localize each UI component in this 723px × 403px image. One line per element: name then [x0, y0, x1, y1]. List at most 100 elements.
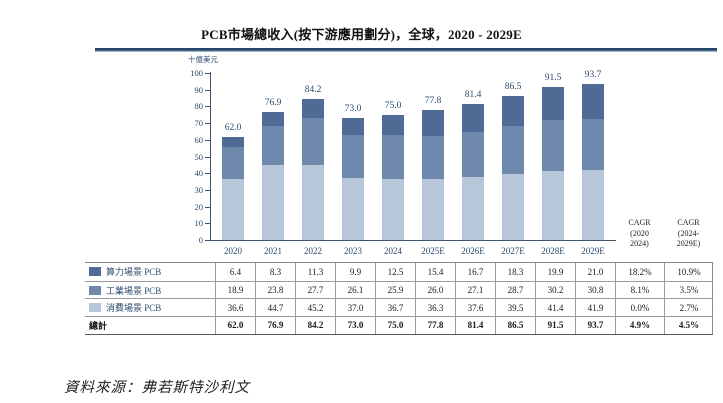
bar-segment-算力場景 PCB: [422, 110, 444, 136]
table-cell: 91.5: [535, 316, 575, 334]
y-tick-mark: [205, 139, 210, 141]
table-cell: 4.5%: [664, 316, 713, 334]
table-cell: 2.7%: [664, 298, 713, 317]
table-cell: 8.1%: [615, 280, 664, 299]
table-cell: 15.4: [415, 263, 455, 281]
legend-label: 總計: [89, 320, 108, 331]
x-axis-label: 2021: [264, 246, 282, 256]
bar-total-label: 76.9: [264, 97, 282, 108]
bar-segment-工業場景 PCB: [382, 135, 404, 179]
table-row-label: 消費場景 PCB: [85, 298, 215, 316]
legend-label: 算力場景 PCB: [106, 267, 162, 278]
bar-segment-算力場景 PCB: [462, 104, 484, 132]
bar-total-label: 75.0: [384, 100, 402, 111]
bar-segment-算力場景 PCB: [342, 118, 364, 135]
y-tick-label: 100: [190, 68, 203, 78]
y-tick-mark: [205, 123, 210, 125]
bar-segment-消費場景 PCB: [542, 170, 564, 240]
bar-segment-工業場景 PCB: [342, 134, 364, 179]
table-cell: 81.4: [455, 316, 495, 334]
title-divider: [95, 48, 717, 52]
y-tick-mark: [205, 206, 210, 208]
y-tick-label: 10: [194, 218, 204, 229]
bar-total-label: 93.7: [584, 69, 602, 80]
x-axis-label: 2025E: [421, 246, 445, 256]
y-tick-label: 90: [194, 84, 204, 95]
y-tick-mark: [205, 223, 210, 225]
table-cell: 11.3: [295, 263, 335, 281]
bar-segment-工業場景 PCB: [222, 147, 244, 179]
y-tick-label: 80: [194, 101, 204, 112]
table-cell: 37.0: [335, 298, 375, 317]
table-cell: 18.9: [215, 280, 255, 299]
table-cell: 10.9%: [664, 263, 713, 281]
bar-segment-算力場景 PCB: [542, 87, 564, 121]
x-axis-label: 2028E: [541, 246, 565, 256]
table-cell: 21.0: [575, 263, 615, 281]
source-note: 資料來源：弗若斯特沙利文: [64, 380, 250, 396]
bar-segment-算力場景 PCB: [302, 99, 324, 119]
y-tick-mark: [205, 89, 210, 91]
table-cell: 36.7: [375, 298, 415, 317]
table-cell: 76.9: [255, 316, 295, 334]
table-cell: 30.2: [535, 280, 575, 299]
table-cell: 18.2%: [615, 263, 664, 281]
bar-segment-消費場景 PCB: [462, 177, 484, 240]
bar-total-label: 86.5: [504, 81, 522, 92]
bar-segment-消費場景 PCB: [342, 178, 364, 240]
cagr-header-line: (2024-: [677, 228, 700, 238]
bar-segment-算力場景 PCB: [262, 111, 284, 126]
table-cell: 36.3: [415, 298, 455, 317]
y-tick-mark: [205, 189, 210, 191]
data-table: 算力場景 PCB 6.4 8.3 11.3 9.9 12.5 15.4 16.7 18.3 19.…: [85, 262, 713, 335]
bar-segment-算力場景 PCB: [582, 83, 604, 119]
table-cell: 27.1: [455, 280, 495, 299]
bar-segment-工業場景 PCB: [462, 131, 484, 178]
table-cell: 16.7: [455, 263, 495, 281]
table-cell: 26.1: [335, 280, 375, 299]
table-row-label-total: 總計: [85, 316, 215, 334]
table-row-label: 工業場景 PCB: [85, 280, 215, 299]
y-tick-mark: [205, 240, 210, 241]
bar-total-label: 62.0: [224, 122, 242, 133]
x-axis-label: 2023: [344, 246, 362, 256]
stacked-bar-chart: 十億美元 0 10 20 30 40 50 60 70 80 90 100 62.0 76.9 84.2…: [188, 55, 616, 256]
chart-title: PCB市場總收入(按下游應用劃分)，全球，2020 - 2029E: [201, 27, 522, 42]
x-axis-label: 2022: [304, 246, 322, 256]
table-cell: 44.7: [255, 298, 295, 317]
table-cell: 41.4: [535, 298, 575, 317]
table-cell: 30.8: [575, 280, 615, 299]
legend-label: 工業場景 PCB: [106, 285, 162, 296]
x-axis-label: 2024: [384, 246, 402, 256]
table-row-label: 算力場景 PCB: [85, 263, 215, 281]
bar-segment-工業場景 PCB: [262, 125, 284, 166]
bar-segment-算力場景 PCB: [502, 95, 524, 127]
y-tick-label: 0: [198, 235, 203, 245]
bar-segment-工業場景 PCB: [302, 118, 324, 165]
table-cell: 28.7: [495, 280, 535, 299]
table-cell: 8.3: [255, 263, 295, 281]
bar-total-label: 81.4: [464, 90, 482, 101]
bar-segment-工業場景 PCB: [542, 120, 564, 171]
table-cell: 77.8: [415, 316, 455, 334]
cagr-header-2: CAGR (2024- 2029E): [664, 218, 713, 250]
bar-total-label: 77.8: [424, 96, 442, 107]
y-axis-line: [210, 72, 211, 241]
table-cell: 23.8: [255, 280, 295, 299]
x-axis-label: 2027E: [501, 246, 525, 256]
x-axis-label: 2020: [224, 246, 242, 256]
x-axis-label: 2026E: [461, 246, 485, 256]
y-tick-label: 60: [194, 134, 204, 145]
y-tick-mark: [205, 173, 210, 175]
table-cell: 12.5: [375, 263, 415, 281]
table-cell: 39.5: [495, 298, 535, 317]
table-cell: 37.6: [455, 298, 495, 317]
table-cell: 27.7: [295, 280, 335, 299]
bar-segment-消費場景 PCB: [382, 178, 404, 240]
bar-segment-消費場景 PCB: [502, 174, 524, 240]
table-cell: 84.2: [295, 316, 335, 334]
table-cell: 45.2: [295, 298, 335, 317]
bar-segment-算力場景 PCB: [382, 114, 404, 136]
bar-segment-算力場景 PCB: [222, 136, 244, 148]
